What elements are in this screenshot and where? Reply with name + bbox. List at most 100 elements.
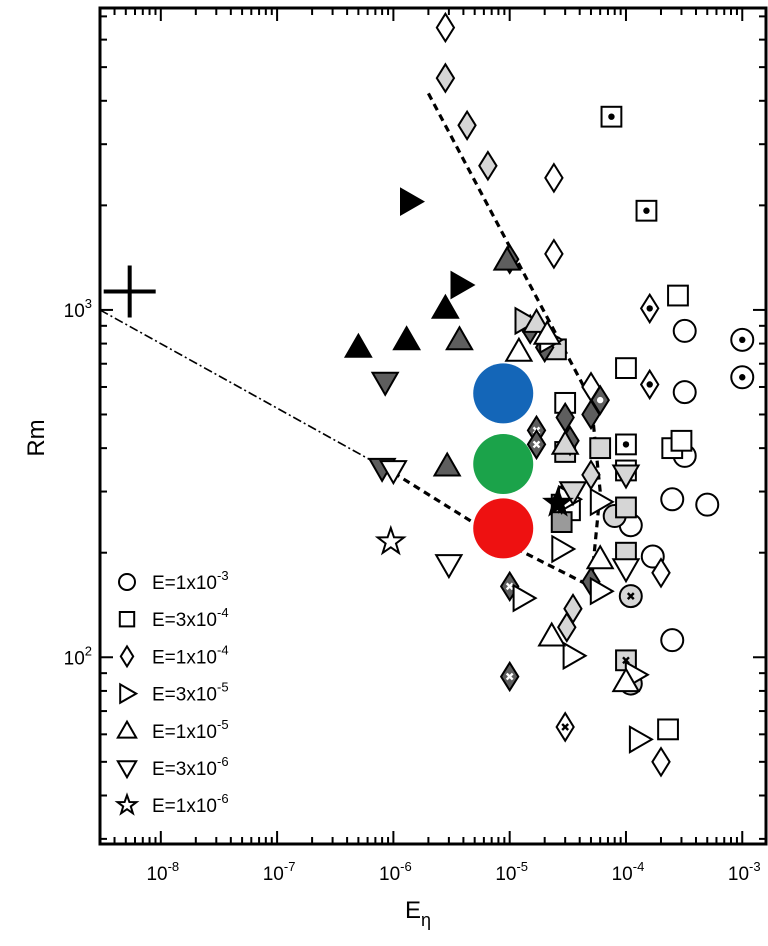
triangle-up-point xyxy=(550,429,580,455)
triangle-right-point xyxy=(562,641,588,671)
legend-label: E=1x10-5 xyxy=(152,717,229,743)
triangle-right-point xyxy=(400,187,426,217)
y-tick-label: 103 xyxy=(64,296,92,322)
axis-ticks xyxy=(99,8,766,844)
x-tick-exp: -5 xyxy=(516,859,528,874)
x-tick-label: 10-6 xyxy=(379,859,412,885)
legend-label-text: E=3x10 xyxy=(152,685,217,706)
x-tick-base: 10 xyxy=(728,864,749,885)
diamond-point xyxy=(435,11,456,44)
circle-point xyxy=(672,318,697,343)
diamond-point xyxy=(478,150,498,182)
triangle-down-point xyxy=(370,371,400,397)
triangle-right-point xyxy=(551,534,577,564)
legend-label-exp: -5 xyxy=(217,680,229,695)
legend-label-text: E=3x10 xyxy=(152,759,217,780)
square-point-dot xyxy=(643,207,650,214)
triangle-up-point xyxy=(611,667,641,693)
legend-label-text: E=3x10 xyxy=(152,610,217,631)
triangle-up-point xyxy=(537,621,567,647)
diamond-point-cross xyxy=(505,582,514,591)
y-axis-title: Rm xyxy=(23,419,50,456)
triangle-down-point xyxy=(611,464,641,490)
diamond-point xyxy=(651,746,671,778)
triangle-down-point xyxy=(434,554,464,580)
diamond-point-cross xyxy=(532,440,541,449)
triangle-down-point xyxy=(611,558,641,584)
legend-label: E=3x10-5 xyxy=(152,680,229,706)
x-tick-label: 10-5 xyxy=(495,859,528,885)
legend-label: E=1x10-4 xyxy=(152,642,229,668)
legend-label-text: E=1x10 xyxy=(152,647,217,668)
y-tick-exp: 3 xyxy=(85,296,92,311)
diamond-point xyxy=(544,162,564,194)
x-tick-label: 10-7 xyxy=(263,859,296,885)
legend-triangle-up-icon xyxy=(116,719,138,739)
diamond-point xyxy=(581,398,601,431)
x-tick-base: 10 xyxy=(495,864,516,885)
x-tick-exp: -7 xyxy=(284,859,296,874)
legend-label-exp: -4 xyxy=(217,605,229,620)
x-axis-title-main: E xyxy=(405,897,421,924)
square-point xyxy=(667,284,689,307)
y-tick-label: 102 xyxy=(64,643,92,669)
triangle-down-point xyxy=(378,460,408,486)
axes-frame xyxy=(98,6,768,846)
x-tick-label: 10-8 xyxy=(146,859,179,885)
y-tick-base: 10 xyxy=(64,648,85,669)
triangle-up-point xyxy=(432,451,462,477)
triangle-up-point xyxy=(343,332,373,358)
diamond-point xyxy=(651,557,671,589)
legend-label: E=3x10-4 xyxy=(152,605,229,631)
legend-label-text: E=1x10 xyxy=(152,722,217,743)
diamond-point-cross xyxy=(561,723,570,731)
star-point xyxy=(541,486,574,517)
legend-label-exp: -4 xyxy=(217,642,229,657)
x-tick-base: 10 xyxy=(146,864,167,885)
legend-label-exp: -6 xyxy=(217,754,229,769)
x-tick-base: 10 xyxy=(263,864,284,885)
legend-star-icon xyxy=(114,792,140,816)
cross-marker-group xyxy=(103,265,156,318)
triangle-right-point xyxy=(589,487,615,517)
x-tick-exp: -3 xyxy=(749,859,761,874)
legend-label-text: E=1x10 xyxy=(152,796,217,817)
circle-point-dot xyxy=(739,336,746,344)
circle-point xyxy=(695,492,720,517)
circle-point xyxy=(660,487,685,512)
legend-circle-icon xyxy=(118,573,136,591)
circle-point-dot xyxy=(739,374,746,381)
legend-label: E=1x10-3 xyxy=(152,568,229,594)
cross-marker xyxy=(103,265,156,318)
diamond-point xyxy=(457,109,477,141)
legend-diamond-icon xyxy=(119,644,135,669)
diamond-point xyxy=(557,611,577,643)
x-tick-exp: -8 xyxy=(168,859,180,874)
circle-point xyxy=(672,380,697,405)
triangle-up-point xyxy=(445,325,474,351)
plot-frame xyxy=(98,6,768,846)
legend-label-exp: -3 xyxy=(217,568,229,583)
x-tick-exp: -6 xyxy=(400,859,412,874)
triangle-down-point xyxy=(558,481,588,507)
triangle-up-point xyxy=(522,307,551,333)
x-tick-label: 10-3 xyxy=(728,859,761,885)
legend-square-icon xyxy=(118,611,136,628)
triangle-right-point xyxy=(450,270,476,300)
x-tick-base: 10 xyxy=(612,864,633,885)
legend-triangle-down-icon xyxy=(116,760,138,780)
circle-point-cross xyxy=(626,592,635,600)
triangle-right-point xyxy=(628,725,654,754)
square-point-dot xyxy=(608,113,615,120)
square-point xyxy=(657,718,679,741)
highlight-circle xyxy=(473,363,534,424)
square-point xyxy=(615,496,637,519)
x-tick-base: 10 xyxy=(379,864,400,885)
legend: E=1x10-3E=3x10-4E=1x10-4E=3x10-5E=1x10-5… xyxy=(114,568,229,817)
triangle-up-point xyxy=(532,319,562,345)
square-point xyxy=(670,429,693,452)
x-axis-title-sub: η xyxy=(421,910,431,930)
diamond-point xyxy=(544,238,564,270)
